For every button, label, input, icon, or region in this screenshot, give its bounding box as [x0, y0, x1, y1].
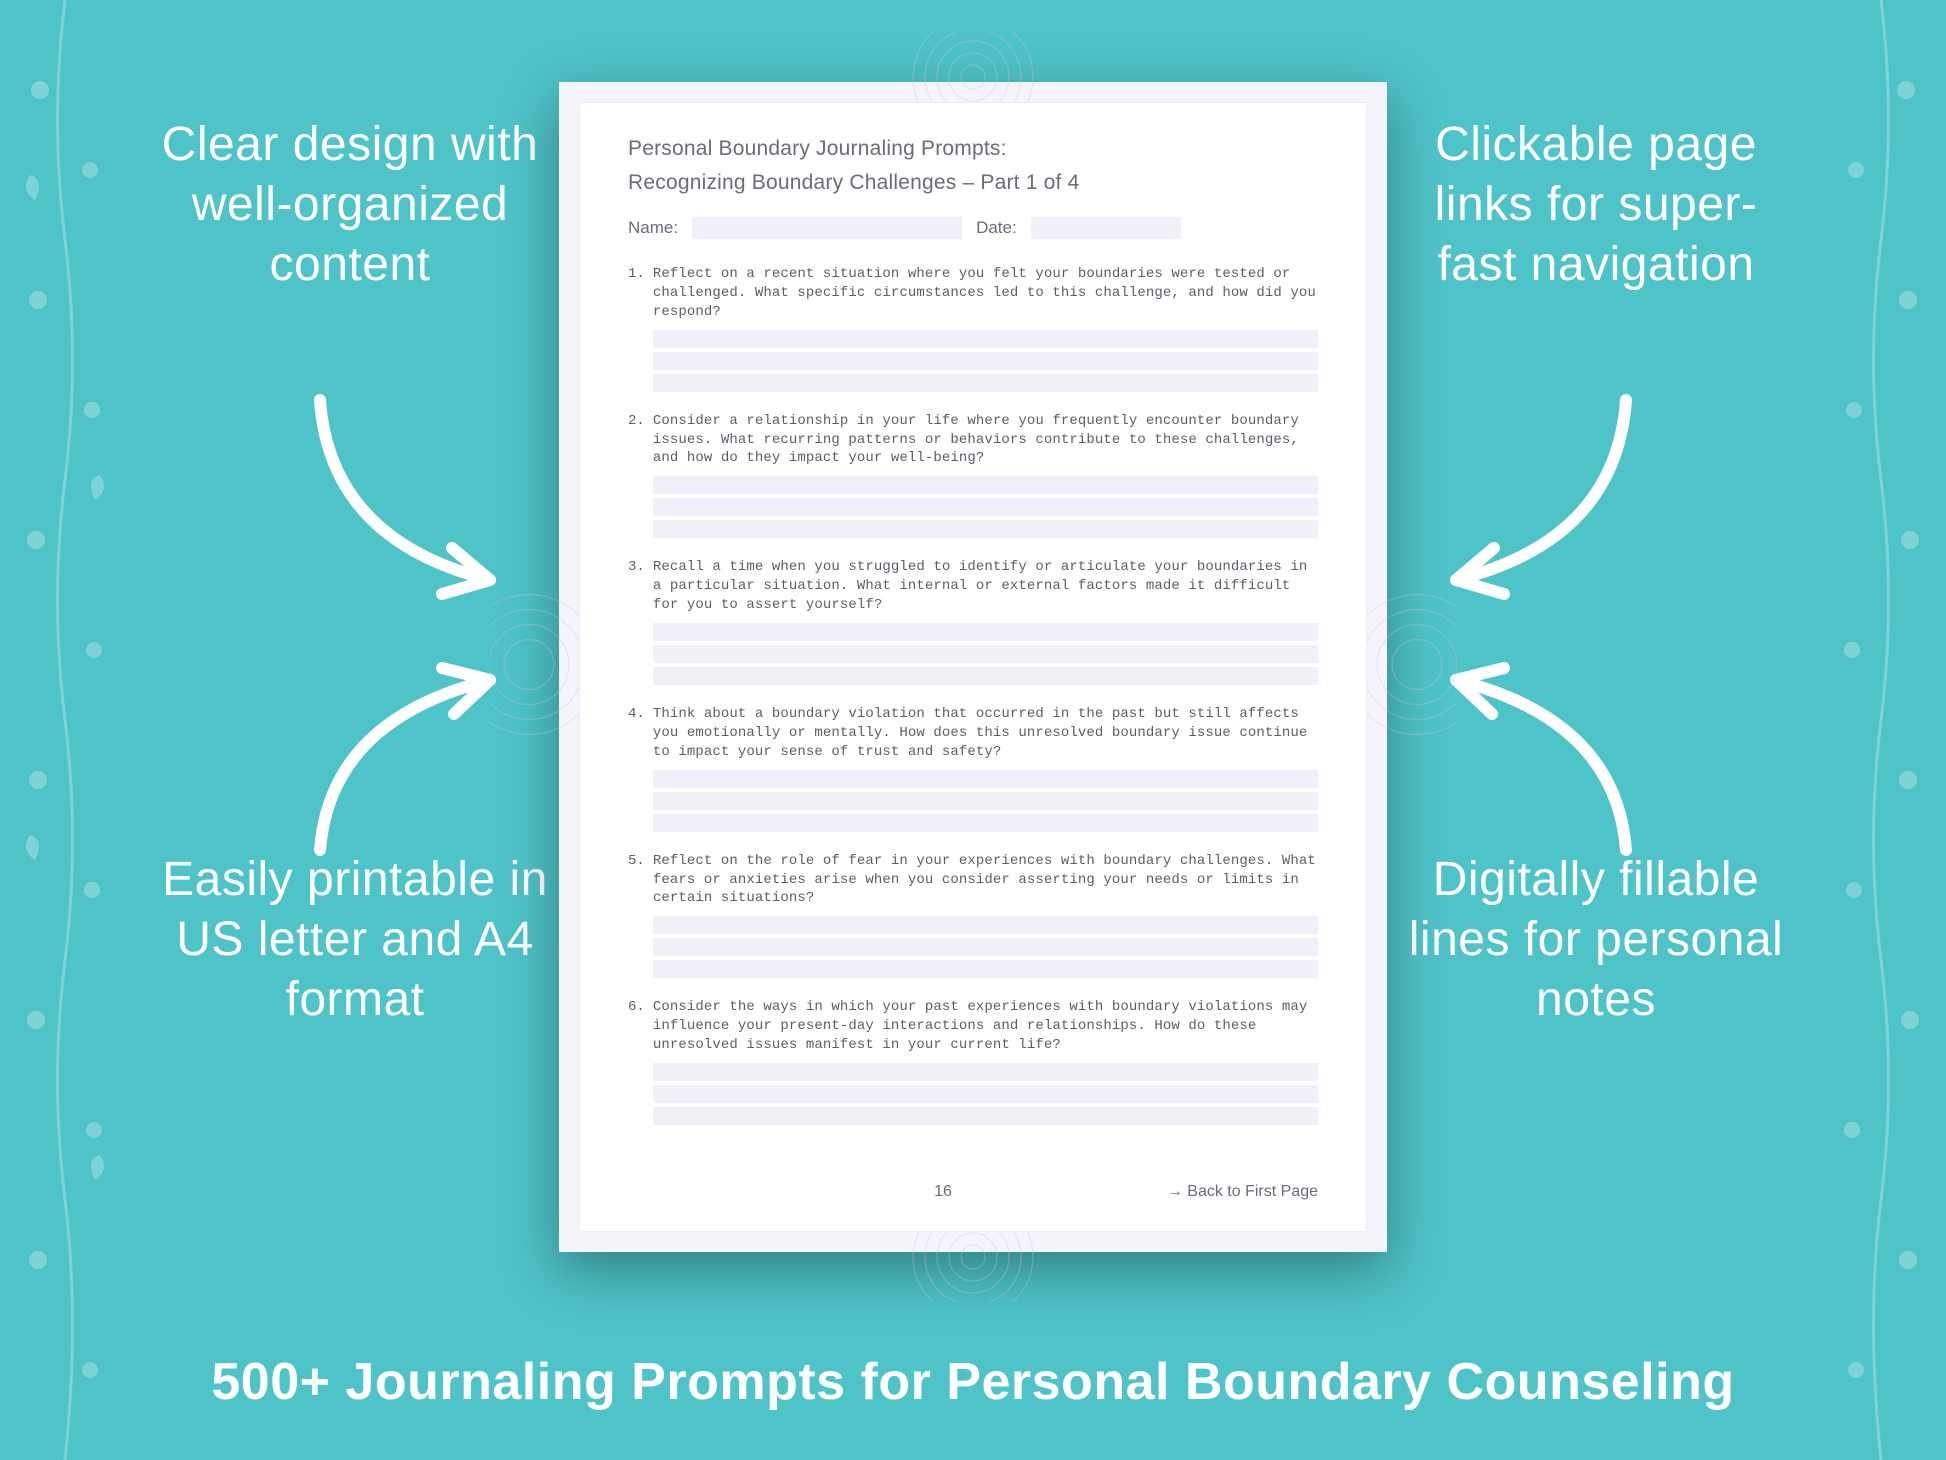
answer-line[interactable]	[653, 814, 1318, 832]
answer-lines	[653, 1063, 1318, 1125]
arrow-top-right	[1406, 370, 1686, 630]
answer-line[interactable]	[653, 330, 1318, 348]
prompt-number: 4.	[628, 705, 645, 832]
prompt-number: 1.	[628, 265, 645, 392]
prompt-text: Think about a boundary violation that oc…	[653, 705, 1318, 762]
answer-line[interactable]	[653, 960, 1318, 978]
prompt-item: 4. Think about a boundary violation that…	[628, 705, 1318, 832]
answer-line[interactable]	[653, 667, 1318, 685]
name-field[interactable]	[692, 217, 962, 239]
worksheet-page: Personal Boundary Journaling Prompts: Re…	[559, 82, 1387, 1252]
worksheet-title-line2: Recognizing Boundary Challenges – Part 1…	[628, 171, 1318, 195]
answer-line[interactable]	[653, 623, 1318, 641]
answer-line[interactable]	[653, 770, 1318, 788]
name-date-row: Name: Date:	[628, 217, 1318, 239]
prompt-text: Recall a time when you struggled to iden…	[653, 558, 1318, 615]
worksheet-title-line1: Personal Boundary Journaling Prompts:	[628, 137, 1318, 161]
worksheet-inner: Personal Boundary Journaling Prompts: Re…	[579, 102, 1367, 1232]
prompt-item: 2. Consider a relationship in your life …	[628, 412, 1318, 539]
answer-line[interactable]	[653, 476, 1318, 494]
arrow-top-left	[260, 370, 540, 630]
worksheet-footer: 16 → Back to First Page	[628, 1169, 1318, 1201]
prompt-text: Consider the ways in which your past exp…	[653, 998, 1318, 1055]
answer-lines	[653, 770, 1318, 832]
name-label: Name:	[628, 218, 678, 238]
prompt-item: 6. Consider the ways in which your past …	[628, 998, 1318, 1125]
answer-lines	[653, 916, 1318, 978]
prompt-item: 5. Reflect on the role of fear in your e…	[628, 852, 1318, 979]
answer-lines	[653, 476, 1318, 538]
callout-bottom-left: Easily printable in US letter and A4 for…	[155, 850, 555, 1030]
prompt-number: 5.	[628, 852, 645, 979]
arrow-bottom-left	[260, 640, 540, 880]
prompt-item: 1. Reflect on a recent situation where y…	[628, 265, 1318, 392]
prompt-text: Reflect on the role of fear in your expe…	[653, 852, 1318, 909]
vine-decor-left	[0, 0, 130, 1460]
answer-line[interactable]	[653, 520, 1318, 538]
prompts-list: 1. Reflect on a recent situation where y…	[628, 265, 1318, 1169]
headline: 500+ Journaling Prompts for Personal Bou…	[0, 1352, 1946, 1412]
answer-line[interactable]	[653, 645, 1318, 663]
date-label: Date:	[976, 218, 1017, 238]
prompt-number: 3.	[628, 558, 645, 685]
callout-top-left: Clear design with well-organized content	[155, 115, 545, 295]
answer-line[interactable]	[653, 1085, 1318, 1103]
prompt-number: 6.	[628, 998, 645, 1125]
answer-lines	[653, 330, 1318, 392]
date-field[interactable]	[1031, 217, 1181, 239]
page-number: 16	[788, 1183, 1098, 1201]
answer-line[interactable]	[653, 938, 1318, 956]
prompt-text: Consider a relationship in your life whe…	[653, 412, 1318, 469]
arrow-bottom-right	[1406, 640, 1686, 880]
vine-decor-right	[1816, 0, 1946, 1460]
answer-line[interactable]	[653, 498, 1318, 516]
prompt-number: 2.	[628, 412, 645, 539]
prompt-item: 3. Recall a time when you struggled to i…	[628, 558, 1318, 685]
back-to-first-page-link[interactable]: → Back to First Page	[1098, 1183, 1318, 1201]
answer-line[interactable]	[653, 374, 1318, 392]
callout-top-right: Clickable page links for super-fast navi…	[1401, 115, 1791, 295]
answer-line[interactable]	[653, 1107, 1318, 1125]
answer-line[interactable]	[653, 792, 1318, 810]
infographic-canvas: Clear design with well-organized content…	[0, 0, 1946, 1460]
answer-line[interactable]	[653, 1063, 1318, 1081]
answer-lines	[653, 623, 1318, 685]
answer-line[interactable]	[653, 916, 1318, 934]
prompt-text: Reflect on a recent situation where you …	[653, 265, 1318, 322]
answer-line[interactable]	[653, 352, 1318, 370]
callout-bottom-right: Digitally fillable lines for personal no…	[1401, 850, 1791, 1030]
